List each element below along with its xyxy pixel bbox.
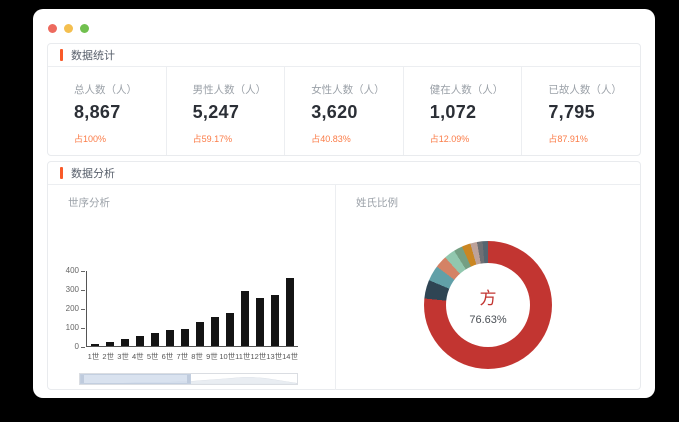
bar-chart-y-axis: 0 100 200 300 400: [48, 266, 86, 351]
stat-label: 已故人数（人）: [548, 84, 622, 96]
bar-8世[interactable]: [195, 322, 204, 346]
x-tick-label: 3世: [117, 352, 129, 361]
stat-value: 5,247: [192, 102, 240, 122]
donut-center-label: 方 76.63%: [424, 241, 552, 369]
y-tick-label: 300: [65, 285, 79, 294]
donut-percent: 76.63%: [469, 314, 507, 326]
stats-row: 总人数（人） 8,867 占100% 男性人数（人） 5,247 占59.17%…: [48, 67, 640, 155]
datazoom-window[interactable]: [80, 374, 191, 384]
stat-label: 健在人数（人）: [429, 84, 504, 96]
accent-bar-icon: [60, 49, 63, 61]
stat-percent: 占87.91%: [548, 134, 588, 144]
app-window: 数据统计 总人数（人） 8,867 占100% 男性人数（人） 5,247 占5…: [33, 9, 655, 398]
x-tick-label: 9世: [206, 352, 218, 361]
stat-label: 男性人数（人）: [192, 84, 267, 96]
y-tick-mark: [81, 309, 85, 310]
stat-label: 总人数（人）: [74, 84, 137, 96]
bar-13世[interactable]: [271, 295, 280, 346]
bar-9世[interactable]: [211, 317, 220, 346]
accent-bar-icon: [60, 167, 63, 179]
stats-card: 数据统计 总人数（人） 8,867 占100% 男性人数（人） 5,247 占5…: [47, 43, 641, 156]
bar-3世[interactable]: [120, 339, 129, 346]
surname-chart-title: 姓氏比例: [356, 197, 398, 209]
bar-6世[interactable]: [165, 330, 174, 346]
stat-card-female: 女性人数（人） 3,620 占40.83%: [284, 67, 403, 155]
generation-chart-panel: 世序分析 0 100 200 300 400 1世 2世 3世 4世 5世 6世 7世 8世 9世 10世…: [48, 185, 335, 390]
bar-14世[interactable]: [286, 278, 295, 346]
donut-surname: 方: [479, 289, 497, 308]
analysis-card: 数据分析 世序分析 0 100 200 300 400 1世 2世 3世 4世 5世 6世 7世 8世…: [47, 161, 641, 390]
y-tick-mark: [81, 290, 85, 291]
bar-5世[interactable]: [150, 333, 159, 346]
x-tick-label: 1世: [87, 352, 100, 361]
bar-chart[interactable]: [86, 271, 298, 347]
surname-chart-panel: 姓氏比例 方 76.63%: [335, 185, 640, 390]
x-tick-label: 2世: [102, 352, 115, 361]
x-tick-label: 14世: [282, 352, 298, 361]
x-tick-label: 4世: [132, 352, 144, 361]
stat-percent: 占40.83%: [311, 134, 351, 144]
minimize-button[interactable]: [64, 23, 73, 33]
y-tick-mark: [81, 347, 85, 348]
stats-section-title: 数据统计: [71, 50, 115, 62]
close-button[interactable]: [48, 23, 57, 33]
y-tick-label: 200: [65, 304, 79, 313]
y-tick-mark: [81, 271, 85, 272]
x-tick-label: 7世: [176, 352, 189, 361]
x-tick-label: 5世: [146, 352, 159, 361]
donut-chart[interactable]: 方 76.63%: [424, 241, 552, 369]
bar-1世[interactable]: [90, 344, 99, 346]
x-tick-label: 10世: [219, 352, 236, 361]
stat-percent: 占100%: [74, 134, 107, 144]
stat-value: 7,795: [548, 102, 595, 122]
zoom-button[interactable]: [80, 23, 89, 33]
stat-card-total: 总人数（人） 8,867 占100%: [48, 67, 166, 155]
analysis-section-title: 数据分析: [71, 168, 115, 180]
stat-card-living: 健在人数（人） 1,072 占12.09%: [402, 67, 522, 155]
bar-12世[interactable]: [256, 298, 265, 346]
bar-2世[interactable]: [105, 342, 114, 346]
y-tick-label: 0: [74, 342, 79, 351]
x-tick-label: 13世: [266, 352, 283, 361]
x-tick-label: 6世: [161, 352, 174, 361]
stats-card-header: 数据统计: [48, 44, 640, 67]
analysis-card-header: 数据分析: [48, 162, 640, 185]
bar-7世[interactable]: [180, 329, 189, 346]
bar-4世[interactable]: [135, 336, 144, 346]
stat-value: 8,867: [74, 102, 121, 122]
generation-chart-title: 世序分析: [68, 197, 110, 209]
bar-chart-x-axis: 1世 2世 3世 4世 5世 6世 7世 8世 9世 10世 11世 12世 13世 14世: [86, 351, 298, 362]
y-tick-mark: [81, 328, 85, 329]
datazoom-slider[interactable]: [79, 373, 298, 385]
analysis-body: 世序分析 0 100 200 300 400 1世 2世 3世 4世 5世 6世 7世 8世 9世 10世…: [48, 185, 640, 390]
stat-card-deceased: 已故人数（人） 7,795 占87.91%: [521, 67, 640, 155]
stat-percent: 占12.09%: [429, 134, 470, 144]
x-tick-label: 11世: [235, 352, 251, 361]
y-tick-label: 100: [65, 323, 79, 332]
bar-11世[interactable]: [241, 291, 250, 346]
x-tick-label: 8世: [191, 352, 203, 361]
y-tick-label: 400: [65, 266, 79, 275]
titlebar: [33, 9, 655, 41]
stat-percent: 占59.17%: [192, 134, 233, 144]
stat-value: 1,072: [429, 102, 477, 122]
stat-label: 女性人数（人）: [311, 84, 385, 96]
stat-value: 3,620: [311, 102, 358, 122]
stat-card-male: 男性人数（人） 5,247 占59.17%: [165, 67, 285, 155]
page-content: 数据统计 总人数（人） 8,867 占100% 男性人数（人） 5,247 占5…: [33, 41, 655, 390]
x-tick-label: 12世: [250, 352, 267, 361]
bar-10世[interactable]: [226, 313, 235, 346]
